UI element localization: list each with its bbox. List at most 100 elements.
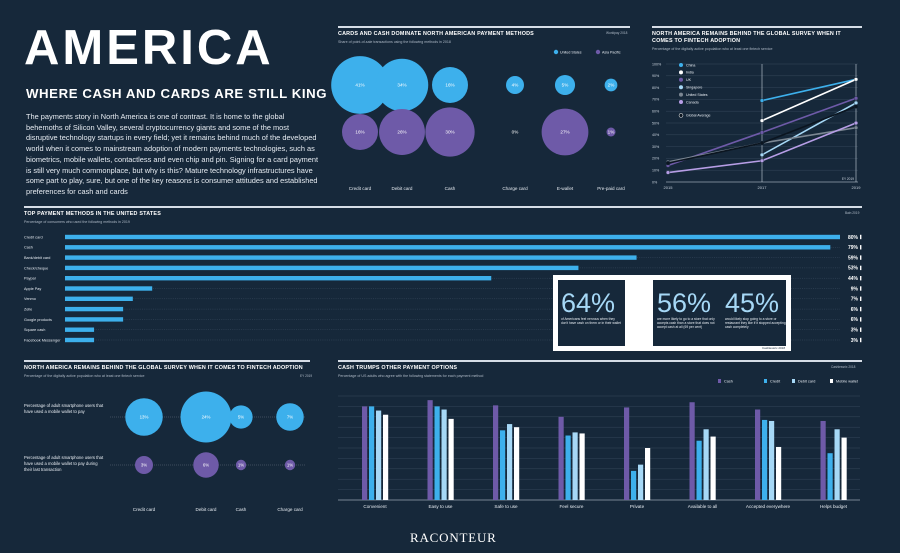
bar-value-label: 59%: [848, 255, 859, 261]
bar-category-label: Cash: [24, 246, 33, 250]
bubbles-top-title: CARDS AND CASH DOMINATE NORTH AMERICAN P…: [338, 31, 534, 37]
legend-label: Global Average: [686, 114, 711, 118]
bar-value-tick: [860, 255, 862, 260]
category-label: Charge card: [277, 507, 303, 512]
bubbles-bottom-subtitle: Percentage of the digitally active popul…: [24, 374, 145, 378]
category-label: Credit card: [133, 507, 156, 512]
stat-value: 64%: [561, 288, 615, 318]
section-rule: [338, 26, 630, 28]
bubble: [235, 459, 247, 471]
series-line: [761, 78, 857, 102]
stats-source: Cashlessrix 2018: [762, 346, 785, 350]
y-tick-label: 50%: [652, 121, 660, 125]
series-point: [665, 170, 671, 175]
bar: [696, 440, 702, 500]
bubble-label: 41%: [355, 83, 364, 88]
bubble-label: 7%: [287, 415, 293, 420]
bubble-label: 3%: [141, 463, 147, 468]
bar-value-tick: [860, 317, 862, 322]
bar: [500, 430, 506, 500]
bubbles-bottom-chart: Percentage of adult smartphone users tha…: [24, 391, 305, 512]
bubble-label: 16%: [445, 83, 454, 88]
bar-value-label: 79%: [848, 245, 859, 251]
bar: [493, 405, 499, 500]
bubble-label: 1%: [608, 130, 615, 135]
stat-value: 56%: [657, 288, 711, 318]
category-label: Charge card: [502, 186, 528, 191]
bar-value-tick: [860, 234, 862, 240]
category-label: Convenient: [363, 504, 387, 509]
bubble: [541, 108, 589, 156]
legend-dot: [595, 49, 601, 55]
bar-value-label: 9%: [851, 286, 859, 292]
vbar-title: CASH TRUMPS OTHER PAYMENT OPTIONS: [338, 365, 458, 371]
bubble-label: 4%: [512, 83, 519, 88]
bar: [448, 418, 454, 500]
bar-value-tick: [860, 306, 862, 312]
legend-dot: [679, 70, 683, 75]
bar-value-label: 6%: [851, 317, 859, 323]
bar: [565, 435, 571, 500]
category-label: Safe to use: [494, 504, 518, 509]
bar: [441, 409, 447, 500]
bar-category-label: Facebook Messenger: [24, 338, 61, 342]
line-title: NORTH AMERICA REMAINS BEHIND THE GLOBAL …: [652, 31, 841, 44]
series-point: [759, 98, 765, 103]
brand-logo: RACONTEUR: [410, 530, 497, 545]
bubbles-top-source: Worldpay 2018: [606, 31, 628, 35]
y-tick-label: 10%: [652, 169, 660, 173]
hbar-source: Bain 2019: [845, 211, 860, 215]
bar: [362, 406, 368, 500]
bar-value-label: 6%: [851, 307, 859, 313]
bubble: [606, 127, 616, 137]
legend-label: Credit: [770, 380, 781, 384]
series-point: [759, 140, 765, 146]
bar: [65, 245, 831, 250]
bubble-label: 30%: [445, 130, 454, 135]
bubble: [229, 405, 253, 429]
section-rule: [338, 360, 862, 362]
row-label-box: Percentage of adult smartphone users tha…: [24, 455, 103, 472]
bar-value-label: 53%: [848, 266, 859, 272]
vbar-subtitle: Percentage of US adults who agree with t…: [338, 374, 484, 378]
bar: [631, 470, 637, 500]
bar: [65, 306, 124, 312]
bubble-label: 5%: [238, 415, 244, 420]
bar: [645, 448, 651, 500]
bar: [769, 420, 775, 500]
section-rule: [24, 360, 310, 362]
category-label: Pre-paid card: [597, 186, 625, 191]
bar-value-label: 3%: [851, 328, 859, 334]
stat-card: [653, 280, 786, 346]
category-label: Debit card: [392, 186, 413, 191]
bar-category-label: Zelle: [24, 308, 32, 312]
y-tick-label: 90%: [652, 74, 660, 78]
bar-category-label: Venmo: [24, 297, 36, 301]
y-tick-label: 70%: [652, 98, 660, 102]
page-subtitle: WHERE CASH AND CARDS ARE STILL KING: [26, 86, 328, 101]
bar: [827, 453, 833, 500]
legend-label: Singapore: [686, 86, 702, 90]
bar-category-label: Square cash: [24, 328, 45, 332]
hbar-chart: Credit card 80% Cash 79% Bank/debit card 59% C…: [24, 234, 862, 344]
bar: [65, 255, 637, 260]
bar: [65, 327, 95, 332]
bar: [376, 410, 382, 500]
hbar-title: TOP PAYMENT METHODS IN THE UNITED STATES: [24, 211, 161, 217]
bar-value-tick: [860, 286, 862, 291]
y-tick-label: 0%: [652, 180, 658, 184]
bar-value-label: 7%: [851, 297, 859, 303]
stat-text: of Americans feel nervous when they don'…: [561, 317, 621, 325]
bar: [514, 427, 520, 500]
stat-text-box: would likely stop going to a store or re…: [725, 317, 786, 329]
bar-category-label: Google products: [24, 318, 52, 322]
series-line: [761, 102, 857, 156]
bar: [427, 400, 433, 500]
category-label: E-wallet: [557, 186, 574, 191]
bubble-label: 6%: [203, 463, 209, 468]
y-tick-label: 80%: [652, 86, 660, 90]
bar: [65, 234, 840, 240]
bubble: [193, 452, 219, 478]
bubble: [379, 109, 425, 155]
series-point: [759, 152, 765, 157]
